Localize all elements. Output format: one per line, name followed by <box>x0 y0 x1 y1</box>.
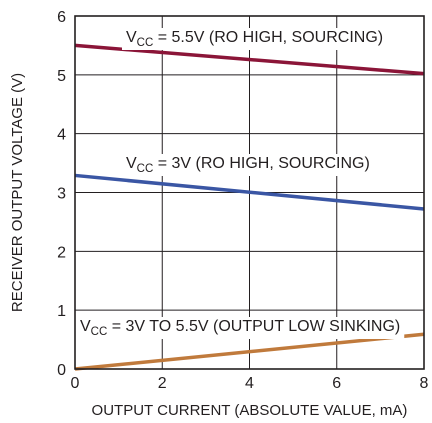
x-tick-label: 4 <box>245 375 254 392</box>
y-axis-label: RECEIVER OUTPUT VOLTAGE (V) <box>9 73 26 312</box>
y-tick-label: 6 <box>57 9 66 26</box>
x-tick-label: 0 <box>71 375 80 392</box>
y-tick-label: 4 <box>57 127 66 144</box>
x-tick-label: 6 <box>332 375 341 392</box>
y-tick-label: 2 <box>57 244 66 261</box>
y-tick-label: 0 <box>57 362 66 379</box>
x-tick-label: 2 <box>158 375 167 392</box>
x-axis-label: OUTPUT CURRENT (ABSOLUTE VALUE, mA) <box>92 402 408 419</box>
x-tick-label: 8 <box>420 375 429 392</box>
y-tick-label: 3 <box>57 186 66 203</box>
y-tick-label: 5 <box>57 68 66 85</box>
y-tick-label: 1 <box>57 303 66 320</box>
